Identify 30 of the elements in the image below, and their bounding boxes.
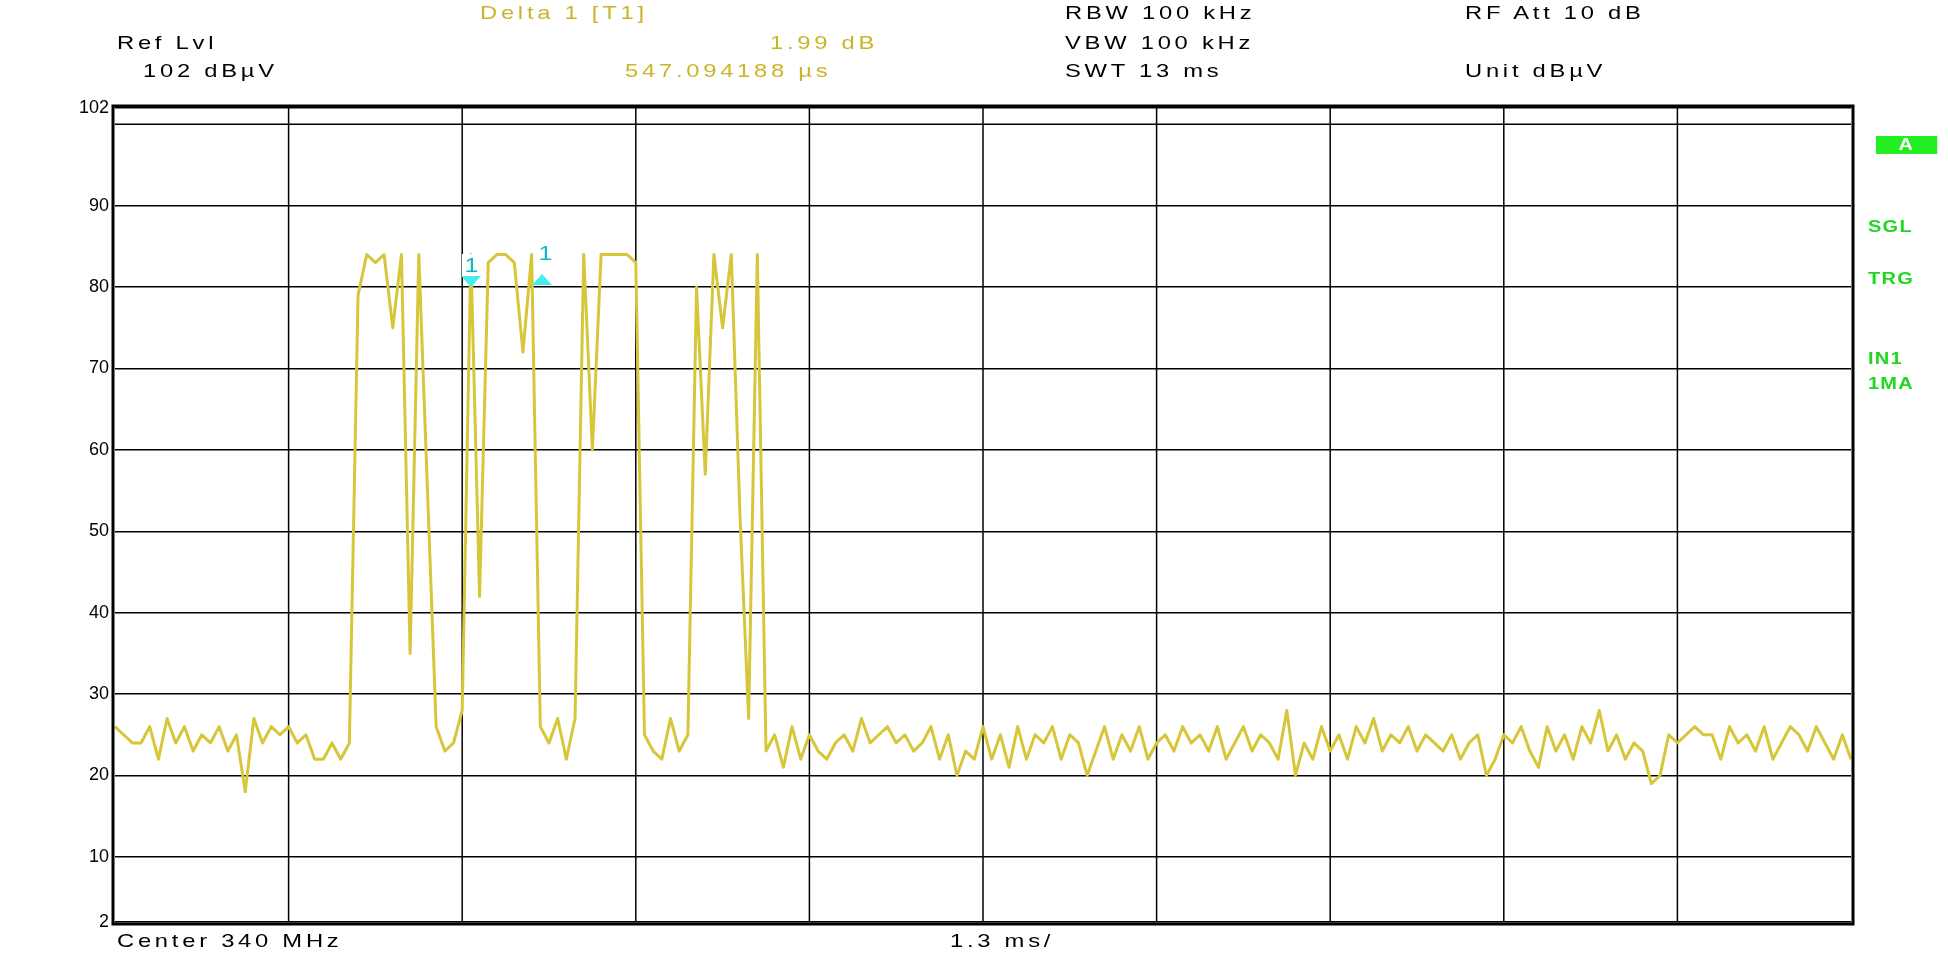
annotation: 1 xyxy=(536,242,555,265)
y-tick-label: 50 xyxy=(88,520,109,541)
y-tick-label: 90 xyxy=(88,194,109,215)
text: 547.094188 µs xyxy=(625,60,832,82)
annotation: 1 xyxy=(462,254,481,277)
y-tick-label: 10 xyxy=(88,845,109,866)
text: Delta 1 [T1] xyxy=(480,2,648,24)
text: 1.99 dB xyxy=(770,32,879,54)
text: SWT 13 ms xyxy=(1065,60,1223,82)
text: RBW 100 kHz xyxy=(1065,2,1256,24)
y-tick-label: 80 xyxy=(88,276,109,297)
text: 1MA xyxy=(1868,375,1914,393)
y-tick-label: 30 xyxy=(88,683,109,704)
text: A xyxy=(1876,136,1937,154)
text: Unit dBµV xyxy=(1465,60,1607,82)
y-tick-label: 2 xyxy=(98,910,109,931)
y-tick-label: 60 xyxy=(88,438,109,459)
text: TRG xyxy=(1868,270,1914,288)
text: Ref Lvl xyxy=(117,32,218,54)
y-tick-label: 40 xyxy=(88,601,109,622)
y-tick-label: 102 xyxy=(78,96,109,117)
text: IN1 xyxy=(1868,350,1903,368)
y-tick-label: 20 xyxy=(88,764,109,785)
y-tick-label: 70 xyxy=(88,357,109,378)
text: Center 340 MHz xyxy=(117,930,343,952)
text: SGL xyxy=(1868,218,1913,236)
text: 102 dBµV xyxy=(143,60,278,82)
text: 1.3 ms/ xyxy=(950,930,1055,952)
text: RF Att 10 dB xyxy=(1465,2,1645,24)
text: VBW 100 kHz xyxy=(1065,32,1255,54)
